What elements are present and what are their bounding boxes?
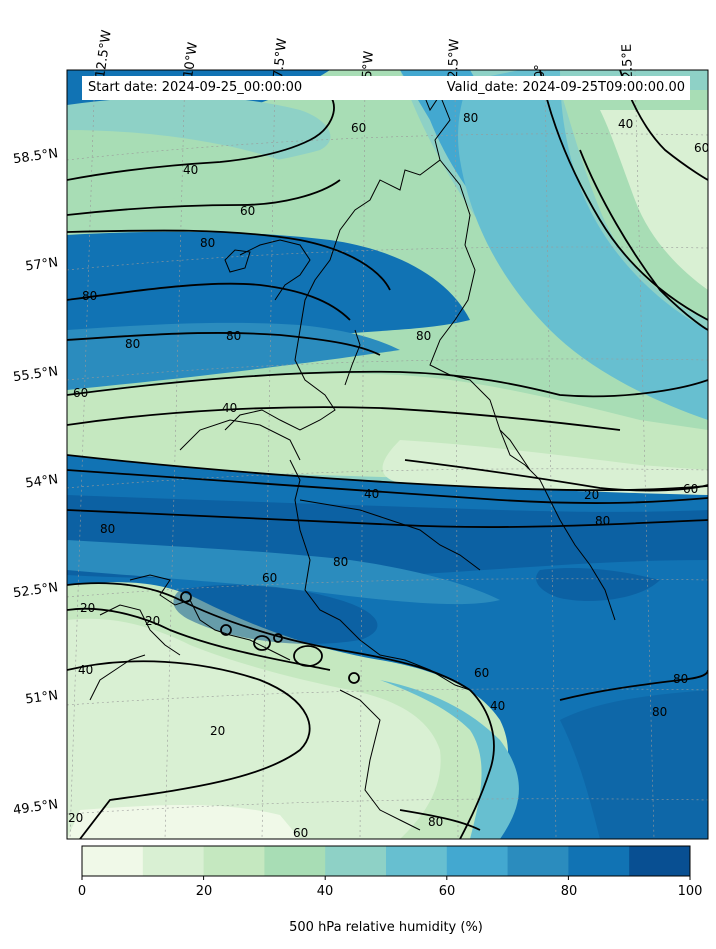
contour-label-group: 40 60 80 80 80 80 60 40 20 60 40 80 80 6… (68, 111, 709, 840)
valid-date: Valid_date: 2024-09-25T09:00:00.00 (446, 80, 685, 95)
lon-label: 2.5°W (446, 38, 463, 79)
contour-label: 40 (78, 663, 93, 677)
contour-label: 60 (262, 571, 277, 585)
colorbar-swatch (82, 846, 144, 876)
colorbar-tick: 20 (195, 884, 213, 899)
colorbar-swatch (325, 846, 387, 876)
contour-label: 20 (68, 811, 83, 825)
contour-label: 80 (226, 329, 241, 343)
colorbar-swatch (264, 846, 326, 876)
contour-label: 40 (364, 487, 379, 501)
colorbar-tick: 0 (77, 884, 87, 899)
colorbar-frame (81, 845, 691, 877)
contour-label: 80 (463, 111, 478, 125)
contour-label: 20 (584, 488, 599, 502)
contour-label: 80 (200, 236, 215, 250)
colorbar-tick: 40 (316, 884, 334, 899)
contour-label: 60 (694, 141, 709, 155)
contour-label: 80 (428, 815, 443, 829)
colorbar-label: 500 hPa relative humidity (%) (289, 920, 483, 935)
colorbar-swatch (142, 846, 205, 876)
colorbar-tick: 100 (677, 884, 703, 899)
date-header: Start date: 2024-09-25_00:00:00 Valid_da… (82, 76, 690, 100)
colorbar-swatch (386, 846, 448, 876)
contour-label: 80 (595, 514, 610, 528)
contour-label: 20 (210, 724, 225, 738)
colorbar-tick: 80 (560, 884, 578, 899)
colorbar-swatch (203, 846, 265, 876)
contour-label: 40 (183, 163, 198, 177)
humidity-field (67, 70, 708, 839)
colorbar-swatch (507, 846, 569, 876)
lon-label: 2.5°E (619, 43, 636, 80)
map-frame (66, 69, 709, 840)
contour-label: 20 (80, 601, 95, 615)
contour-label: 80 (652, 705, 667, 719)
contour-label: 80 (100, 522, 115, 536)
contour-label: 80 (82, 289, 97, 303)
graticule (67, 70, 708, 839)
contour-label: 60 (351, 121, 366, 135)
contour-label: 40 (618, 117, 633, 131)
contour-label: 80 (125, 337, 140, 351)
lon-label: 5°W (360, 50, 377, 79)
colorbar-swatch (446, 846, 509, 876)
contour-label: 80 (333, 555, 348, 569)
colorbar-swatch (568, 846, 630, 876)
contour-label: 60 (293, 826, 308, 840)
contour-label: 60 (240, 204, 255, 218)
contour-label: 60 (73, 386, 88, 400)
contour-lines (67, 70, 708, 839)
contour-label: 20 (145, 614, 160, 628)
colorbar (81, 845, 691, 880)
contour-label: 60 (474, 666, 489, 680)
contour-label: 40 (490, 699, 505, 713)
contour-label: 60 (683, 482, 698, 496)
contour-label: 80 (673, 672, 688, 686)
contour-label: 80 (416, 329, 431, 343)
colorbar-swatch (629, 846, 691, 876)
colorbar-tick: 60 (438, 884, 456, 899)
contour-label: 40 (222, 401, 237, 415)
start-date: Start date: 2024-09-25_00:00:00 (88, 80, 303, 95)
